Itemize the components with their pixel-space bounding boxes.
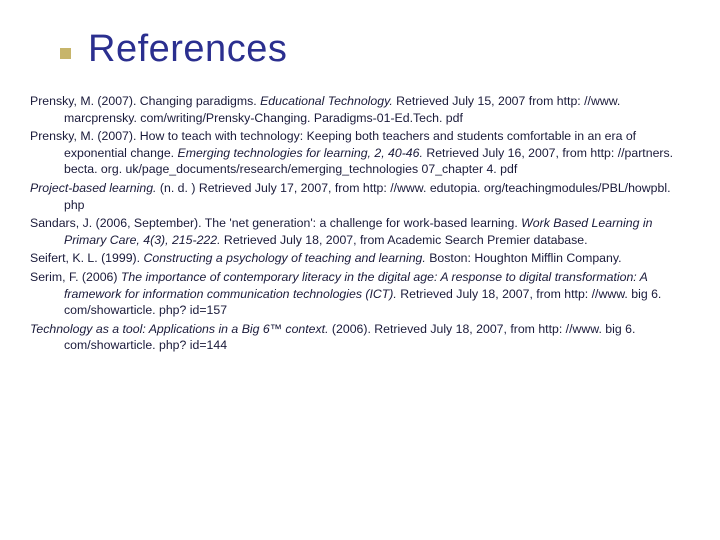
- reference-entry: Serim, F. (2006) The importance of conte…: [30, 269, 690, 319]
- slide: References Prensky, M. (2007). Changing …: [0, 0, 720, 540]
- reference-text-run: Sandars, J. (2006, September). The 'net …: [30, 216, 521, 230]
- reference-entry: Prensky, M. (2007). How to teach with te…: [30, 128, 690, 178]
- reference-text-run: Prensky, M. (2007). Changing paradigms.: [30, 94, 260, 108]
- reference-italic-run: Project-based learning.: [30, 181, 156, 195]
- reference-italic-run: Constructing a psychology of teaching an…: [143, 251, 425, 265]
- reference-italic-run: Educational Technology.: [260, 94, 393, 108]
- reference-entry: Seifert, K. L. (1999). Constructing a ps…: [30, 250, 690, 267]
- reference-text-run: Seifert, K. L. (1999).: [30, 251, 143, 265]
- slide-title: References: [88, 28, 690, 71]
- title-bullet-icon: [60, 48, 71, 59]
- reference-italic-run: Emerging technologies for learning, 2, 4…: [178, 146, 423, 160]
- reference-entry: Technology as a tool: Applications in a …: [30, 321, 690, 354]
- title-block: References: [60, 28, 690, 71]
- reference-text-run: Serim, F. (2006): [30, 270, 121, 284]
- reference-text-run: Retrieved July 18, 2007, from Academic S…: [221, 233, 588, 247]
- reference-entry: Project-based learning. (n. d. ) Retriev…: [30, 180, 690, 213]
- reference-entry: Sandars, J. (2006, September). The 'net …: [30, 215, 690, 248]
- references-list: Prensky, M. (2007). Changing paradigms. …: [30, 93, 690, 354]
- reference-text-run: Boston: Houghton Mifflin Company.: [426, 251, 622, 265]
- reference-italic-run: Technology as a tool: Applications in a …: [30, 322, 329, 336]
- reference-entry: Prensky, M. (2007). Changing paradigms. …: [30, 93, 690, 126]
